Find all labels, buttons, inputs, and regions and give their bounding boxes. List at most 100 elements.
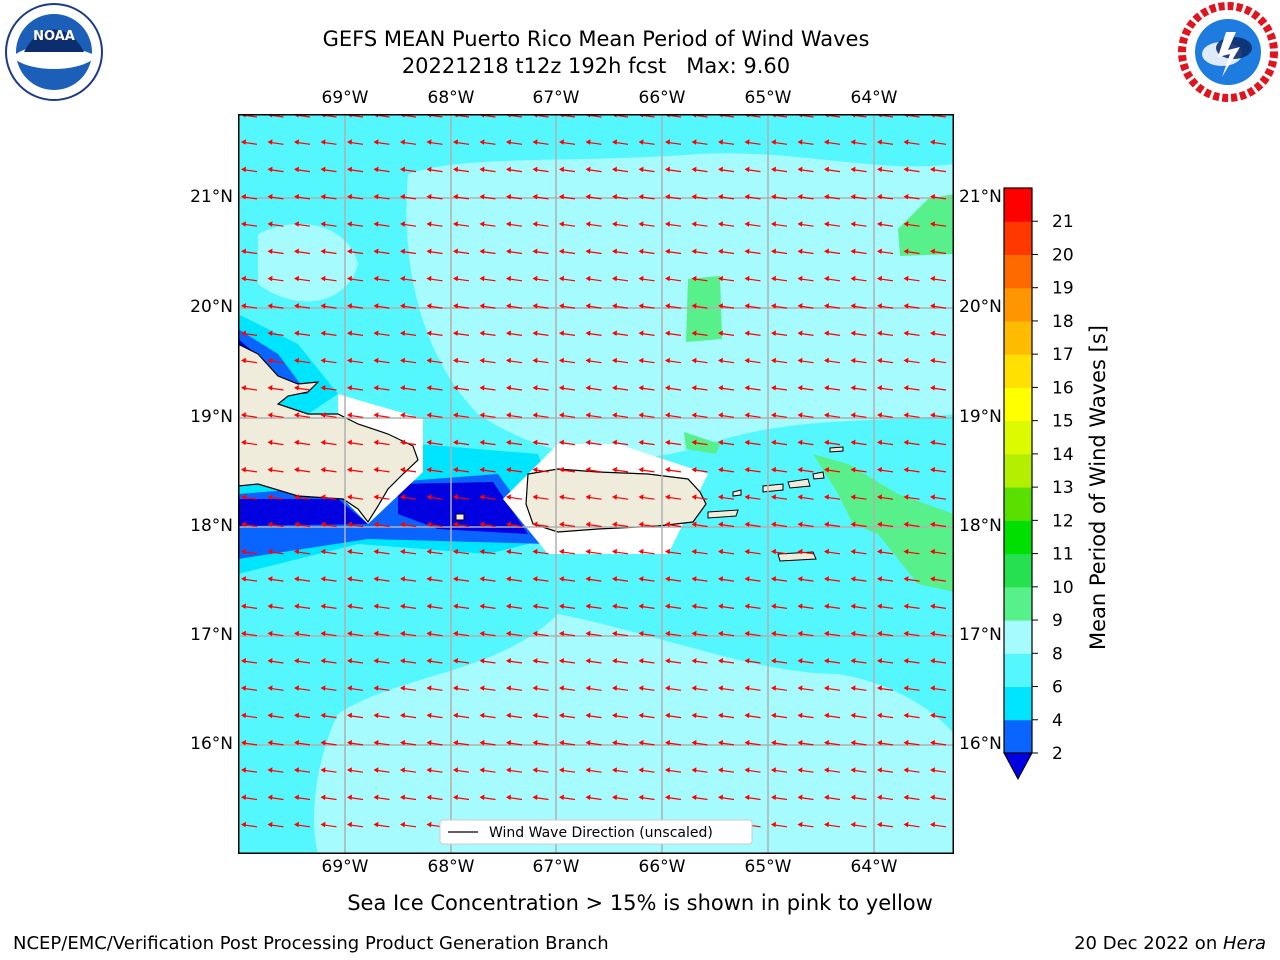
wave-direction-arrow: [797, 303, 814, 309]
wave-direction-arrow: [824, 821, 841, 828]
wave-direction-arrow: [400, 275, 417, 282]
wave-direction-arrow: [771, 548, 788, 555]
wave-direction-arrow: [824, 303, 841, 309]
wave-direction-arrow: [479, 767, 496, 773]
lon-tick-label-top: 65°W: [744, 88, 792, 108]
wave-direction-arrow: [347, 385, 364, 391]
wave-direction-arrow: [771, 630, 788, 637]
wave-direction-arrow: [585, 330, 602, 336]
lat-tick-label-right: 20°N: [959, 297, 1002, 317]
wave-direction-arrow: [771, 412, 788, 418]
wave-direction-arrow: [479, 685, 496, 691]
wave-direction-arrow: [373, 275, 390, 282]
wave-direction-arrow: [373, 248, 390, 255]
wave-direction-arrow: [347, 739, 364, 746]
wave-direction-arrow: [665, 658, 682, 664]
wave-direction-arrow: [585, 767, 602, 773]
wave-direction-arrow: [930, 193, 947, 200]
wave-direction-arrow: [479, 385, 496, 391]
wave-direction-arrow: [903, 739, 920, 746]
wave-direction-arrow: [506, 494, 523, 500]
wave-direction-arrow: [930, 767, 947, 773]
wave-direction-arrow: [479, 712, 496, 719]
wave-direction-arrow: [877, 248, 894, 255]
wave-direction-arrow: [691, 576, 708, 582]
wave-direction-arrow: [612, 193, 629, 200]
wave-direction-arrow: [453, 221, 470, 227]
wave-direction-arrow: [771, 330, 788, 336]
wave-direction-arrow: [479, 658, 496, 664]
wave-direction-arrow: [373, 658, 390, 664]
wave-direction-arrow: [877, 357, 894, 364]
wave-direction-arrow: [744, 412, 761, 418]
wave-direction-arrow: [506, 221, 523, 227]
wave-direction-arrow: [585, 139, 602, 145]
wave-direction-arrow: [347, 275, 364, 282]
wave-direction-arrow: [320, 821, 337, 828]
wave-direction-arrow: [426, 166, 443, 173]
wave-direction-arrow: [347, 330, 364, 336]
wave-direction-arrow: [373, 221, 390, 227]
wave-direction-arrow: [930, 821, 947, 828]
lon-tick-label-bottom: 66°W: [638, 857, 686, 877]
wave-direction-arrow: [850, 576, 867, 582]
wave-direction-arrow: [267, 439, 284, 446]
wave-direction-arrow: [903, 603, 920, 609]
wave-direction-arrow: [267, 658, 284, 664]
wave-direction-arrow: [294, 548, 311, 555]
wave-direction-arrow: [241, 221, 258, 227]
wave-direction-arrow: [320, 685, 337, 691]
wave-direction-arrow: [400, 712, 417, 719]
wave-direction-arrow: [850, 521, 867, 528]
wave-direction-arrow: [930, 439, 947, 446]
wave-direction-arrow: [241, 603, 258, 609]
wave-direction-arrow: [691, 658, 708, 664]
wave-direction-arrow: [267, 412, 284, 418]
wave-direction-arrow: [506, 330, 523, 336]
wave-direction-arrow: [718, 739, 735, 746]
wave-direction-arrow: [267, 221, 284, 227]
wave-direction-arrow: [612, 330, 629, 336]
wave-direction-arrow: [718, 357, 735, 364]
wave-direction-arrow: [479, 193, 496, 200]
wave-direction-arrow: [771, 357, 788, 364]
wave-direction-arrow: [426, 385, 443, 391]
wave-direction-arrow: [903, 494, 920, 500]
wave-direction-arrow: [400, 139, 417, 145]
wave-direction-arrow: [400, 576, 417, 582]
wave-direction-arrow: [877, 412, 894, 418]
wave-direction-arrow: [638, 166, 655, 173]
footer-branch: NCEP/EMC/Verification Post Processing Pr…: [13, 933, 609, 954]
wave-direction-arrow: [559, 139, 576, 145]
wave-direction-arrow: [426, 466, 443, 473]
wave-direction-arrow: [453, 548, 470, 555]
wave-direction-arrow: [638, 712, 655, 719]
colorbar-tick-label: 9: [1052, 611, 1063, 631]
wave-direction-arrow: [877, 603, 894, 609]
wave-direction-arrow: [532, 548, 549, 555]
wave-direction-arrow: [930, 685, 947, 691]
wave-direction-arrow: [903, 385, 920, 391]
wave-direction-arrow: [797, 767, 814, 773]
wave-direction-arrow: [665, 248, 682, 255]
wave-direction-arrow: [400, 303, 417, 309]
wave-direction-arrow: [797, 193, 814, 200]
wave-direction-arrow: [797, 275, 814, 282]
wave-direction-arrow: [824, 330, 841, 336]
colorbar-segment: [1004, 719, 1032, 754]
wave-direction-arrow: [585, 685, 602, 691]
wave-direction-arrow: [903, 303, 920, 309]
wave-direction-arrow: [850, 685, 867, 691]
wave-direction-arrow: [903, 357, 920, 364]
wave-direction-arrow: [479, 630, 496, 637]
wave-direction-arrow: [400, 494, 417, 500]
wave-direction-arrow: [453, 330, 470, 336]
wave-direction-arrow: [585, 494, 602, 500]
wave-direction-arrow: [771, 193, 788, 200]
wave-direction-arrow: [691, 221, 708, 227]
wave-direction-arrow: [797, 139, 814, 145]
wave-direction-arrow: [930, 739, 947, 746]
map-border: [238, 114, 954, 854]
wave-direction-arrow: [877, 221, 894, 227]
wave-direction-arrow: [718, 439, 735, 446]
